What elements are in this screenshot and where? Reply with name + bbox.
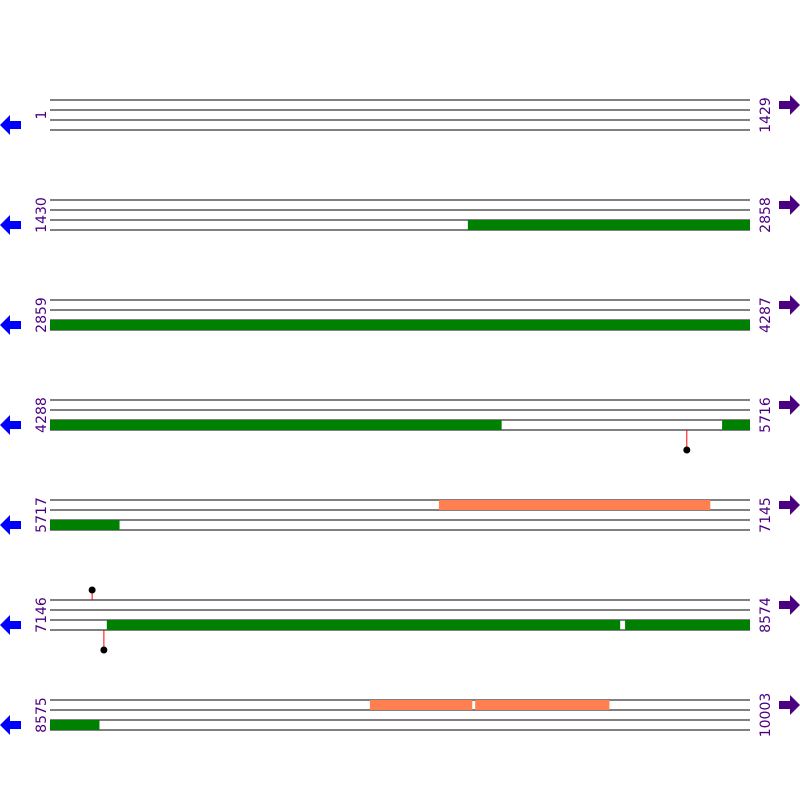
row-end-label: 2858: [758, 197, 774, 233]
site-marker: [88, 586, 96, 594]
sequence-row: 2859 4287: [0, 295, 800, 335]
arrow-right-icon: [779, 495, 800, 515]
arrow-left-icon: [0, 615, 21, 635]
row-end-label: 1429: [758, 97, 774, 133]
arrow-right-icon: [779, 195, 800, 215]
arrow-right-icon: [779, 595, 800, 615]
cds-feature: [50, 520, 120, 530]
row-end-label: 10003: [758, 693, 774, 738]
arrow-left-icon: [0, 215, 21, 235]
row-end-label: 8574: [758, 597, 774, 633]
arrow-right-icon: [779, 395, 800, 415]
region-feature: [438, 500, 711, 510]
sequence-row: 1430 2858: [0, 195, 800, 235]
row-start-label: 1430: [34, 197, 50, 233]
arrow-left-icon: [0, 115, 21, 135]
sequence-row: 8575 10003: [0, 693, 800, 738]
cds-feature: [50, 420, 502, 430]
cds-feature: [50, 320, 750, 330]
arrow-right-icon: [779, 95, 800, 115]
row-start-label: 7146: [34, 597, 50, 633]
region-feature: [475, 700, 610, 710]
row-end-label: 5716: [758, 397, 774, 433]
sequence-row: 7146 8574: [0, 586, 800, 654]
arrow-left-icon: [0, 715, 21, 735]
row-end-label: 7145: [758, 497, 774, 533]
region-feature: [369, 700, 473, 710]
arrow-left-icon: [0, 515, 21, 535]
cds-feature: [50, 720, 100, 730]
row-start-label: 2859: [34, 297, 50, 333]
sequence-row: 4288 5716: [0, 395, 800, 454]
arrow-left-icon: [0, 415, 21, 435]
arrow-right-icon: [779, 295, 800, 315]
cds-feature: [625, 620, 750, 630]
row-start-label: 4288: [34, 397, 50, 433]
row-start-label: 8575: [34, 697, 50, 733]
site-marker: [683, 446, 691, 454]
row-start-label: 1: [34, 111, 50, 120]
sequence-row: 1 1429: [0, 95, 800, 135]
sequence-row: 5717 7145: [0, 495, 800, 535]
row-start-label: 5717: [34, 497, 50, 533]
site-marker: [100, 646, 108, 654]
cds-feature: [106, 620, 621, 630]
cds-feature: [467, 220, 750, 230]
row-end-label: 4287: [758, 297, 774, 333]
arrow-right-icon: [779, 695, 800, 715]
cds-feature: [722, 420, 750, 430]
arrow-left-icon: [0, 315, 21, 335]
